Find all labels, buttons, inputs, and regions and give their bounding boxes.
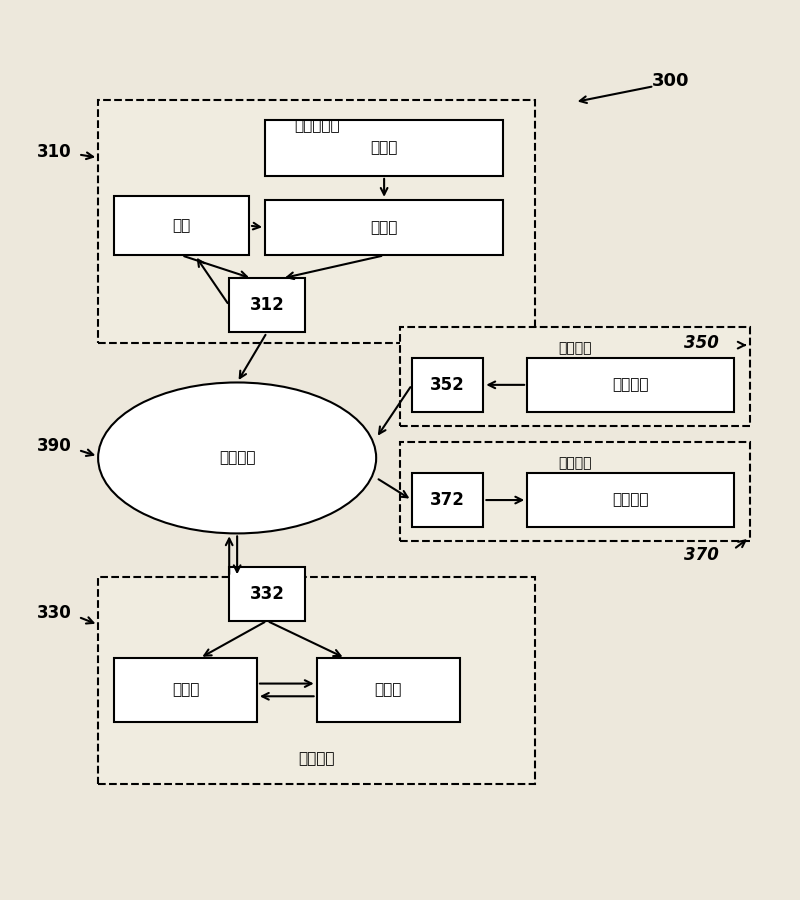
Text: 312: 312 [250, 296, 284, 314]
Text: 控制: 控制 [173, 218, 190, 233]
Bar [229, 278, 305, 332]
Text: 352: 352 [430, 376, 465, 394]
Text: 传感器装置: 传感器装置 [294, 118, 339, 133]
Bar [412, 473, 483, 527]
Bar [265, 200, 503, 256]
Text: 用户接口: 用户接口 [612, 492, 649, 508]
Bar [229, 567, 305, 621]
Text: 372: 372 [430, 491, 465, 509]
Text: 370: 370 [685, 546, 719, 564]
Text: 处理器: 处理器 [172, 682, 199, 698]
Bar [98, 101, 535, 343]
Text: 310: 310 [37, 143, 72, 161]
Bar [265, 121, 503, 176]
Bar [114, 196, 249, 256]
Text: 390: 390 [37, 437, 72, 455]
Text: 加速计: 加速计 [370, 140, 398, 156]
Text: 350: 350 [685, 334, 719, 352]
Text: 输出装置: 输出装置 [558, 456, 591, 471]
Text: 输入装置: 输入装置 [558, 341, 591, 356]
Text: 用户接口: 用户接口 [612, 377, 649, 392]
Text: 通信链路: 通信链路 [219, 450, 255, 465]
Text: 计算装置: 计算装置 [298, 752, 335, 766]
Ellipse shape [98, 382, 376, 534]
Bar [527, 358, 734, 412]
Bar [98, 577, 535, 784]
Text: 存储器: 存储器 [374, 682, 402, 698]
Bar [412, 358, 483, 412]
Bar [114, 658, 257, 722]
Text: 330: 330 [37, 604, 72, 622]
Bar [527, 473, 734, 527]
Text: 300: 300 [651, 72, 689, 90]
Text: 332: 332 [250, 585, 284, 603]
Bar [400, 327, 750, 427]
Bar [400, 442, 750, 542]
Text: 转换器: 转换器 [370, 220, 398, 235]
Bar [317, 658, 459, 722]
